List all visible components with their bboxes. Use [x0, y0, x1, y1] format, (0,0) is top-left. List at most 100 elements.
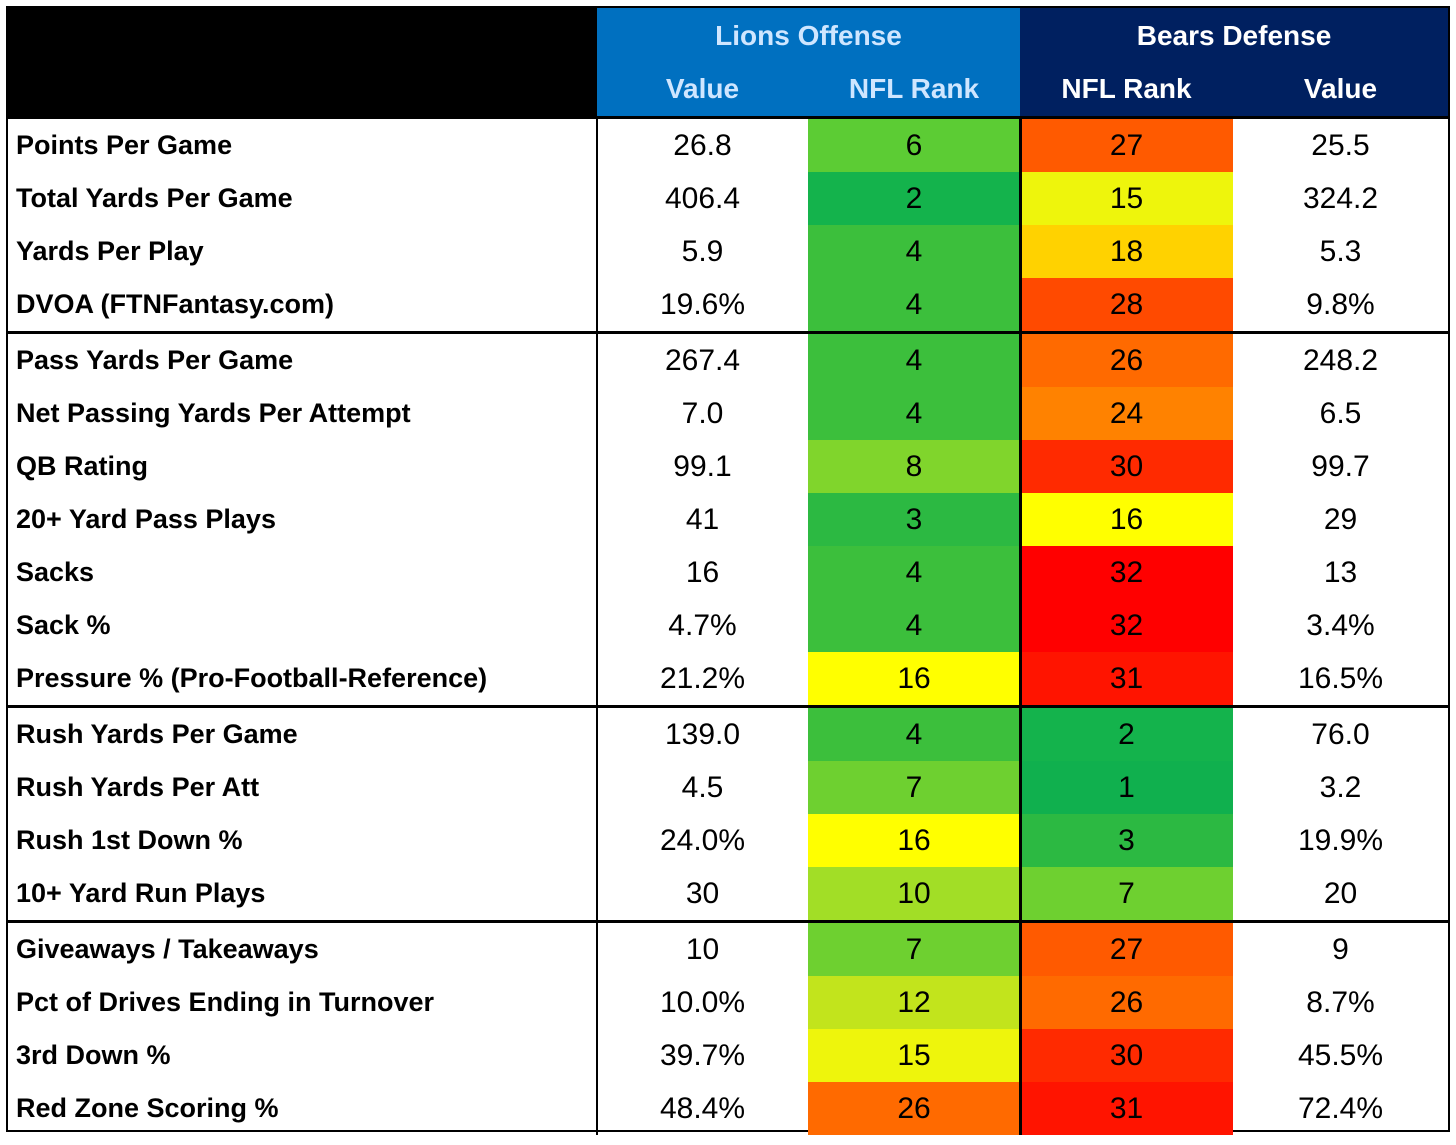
- rank-cell: 31: [1020, 1082, 1233, 1135]
- rank-cell: 4: [808, 708, 1020, 761]
- value-cell: 9.8%: [1306, 287, 1375, 321]
- stats-table: Lions Offense Bears Defense Value NFL Rank N…: [6, 6, 1450, 1135]
- value-cell: 7.0: [681, 396, 724, 430]
- value-cell: 5.9: [681, 234, 724, 268]
- divider: [8, 116, 1448, 119]
- value-cell: 76.0: [1311, 717, 1370, 751]
- value-cell: 267.4: [664, 343, 741, 377]
- value-cell: 16.5%: [1297, 661, 1384, 695]
- row-label: Sack %: [16, 610, 111, 640]
- rank-cell: 15: [1020, 172, 1233, 225]
- rank-cell: 1: [1020, 761, 1233, 814]
- row-label: DVOA (FTNFantasy.com): [16, 289, 335, 319]
- value-cell: 99.1: [673, 449, 732, 483]
- rank-cell: 6: [808, 119, 1020, 172]
- value-cell: 3.4%: [1306, 608, 1375, 642]
- row-label: QB Rating: [16, 451, 148, 481]
- rank-cell: 16: [808, 652, 1020, 705]
- column-header: NFL Rank: [808, 62, 1020, 116]
- value-cell: 248.2: [1302, 343, 1379, 377]
- rank-cell: 31: [1020, 652, 1233, 705]
- rank-cell: 4: [808, 546, 1020, 599]
- value-cell: 48.4%: [659, 1091, 746, 1125]
- column-divider: [1019, 334, 1022, 705]
- value-cell: 25.5: [1311, 128, 1370, 162]
- row-label: Rush Yards Per Game: [16, 719, 298, 749]
- row-label: Net Passing Yards Per Attempt: [16, 398, 411, 428]
- column-divider: [596, 334, 598, 705]
- value-cell: 4.7%: [668, 608, 737, 642]
- rank-cell: 30: [1020, 1029, 1233, 1082]
- value-cell: 4.5: [681, 770, 724, 804]
- row-label: 20+ Yard Pass Plays: [16, 504, 276, 534]
- value-cell: 20: [1323, 876, 1358, 910]
- column-header: Value: [597, 62, 808, 116]
- rank-cell: 16: [808, 814, 1020, 867]
- value-cell: 72.4%: [1297, 1091, 1384, 1125]
- divider: [8, 920, 1448, 923]
- rank-cell: 27: [1020, 119, 1233, 172]
- column-divider: [596, 923, 598, 1135]
- rank-cell: 10: [808, 867, 1020, 920]
- rank-cell: 26: [808, 1082, 1020, 1135]
- row-label: Yards Per Play: [16, 236, 204, 266]
- value-cell: 139.0: [664, 717, 741, 751]
- row-label: Total Yards Per Game: [16, 183, 293, 213]
- value-cell: 30: [685, 876, 720, 910]
- value-cell: 6.5: [1319, 396, 1362, 430]
- rank-cell: 15: [808, 1029, 1020, 1082]
- column-header: NFL Rank: [1020, 62, 1233, 116]
- row-label: Red Zone Scoring %: [16, 1093, 279, 1123]
- row-label: Pressure % (Pro-Football-Reference): [16, 663, 488, 693]
- rank-cell: 7: [808, 761, 1020, 814]
- rank-cell: 4: [808, 334, 1020, 387]
- rank-cell: 24: [1020, 387, 1233, 440]
- value-cell: 41: [685, 502, 720, 536]
- value-cell: 99.7: [1311, 449, 1370, 483]
- rank-cell: 3: [808, 493, 1020, 546]
- value-cell: 29: [1323, 502, 1358, 536]
- value-cell: 45.5%: [1297, 1038, 1384, 1072]
- group-header: Lions Offense: [597, 8, 1020, 64]
- column-divider: [1019, 708, 1022, 920]
- rank-cell: 7: [808, 923, 1020, 976]
- row-label: 3rd Down %: [16, 1040, 171, 1070]
- divider: [8, 705, 1448, 708]
- column-divider: [596, 119, 598, 331]
- divider: [8, 331, 1448, 334]
- rank-cell: 26: [1020, 334, 1233, 387]
- value-cell: 406.4: [664, 181, 741, 215]
- group-header: Bears Defense: [1020, 8, 1448, 64]
- value-cell: 39.7%: [659, 1038, 746, 1072]
- value-cell: 19.6%: [659, 287, 746, 321]
- row-label: Rush 1st Down %: [16, 825, 243, 855]
- rank-cell: 8: [808, 440, 1020, 493]
- rank-cell: 7: [1020, 867, 1233, 920]
- value-cell: 16: [685, 555, 720, 589]
- rank-cell: 4: [808, 387, 1020, 440]
- value-cell: 26.8: [673, 128, 732, 162]
- column-header: Value: [1233, 62, 1448, 116]
- rank-cell: 32: [1020, 599, 1233, 652]
- value-cell: 21.2%: [659, 661, 746, 695]
- value-cell: 8.7%: [1306, 985, 1375, 1019]
- rank-cell: 27: [1020, 923, 1233, 976]
- rank-cell: 28: [1020, 278, 1233, 331]
- rank-cell: 2: [1020, 708, 1233, 761]
- value-cell: 10: [685, 932, 720, 966]
- rank-cell: 4: [808, 278, 1020, 331]
- rank-cell: 16: [1020, 493, 1233, 546]
- row-label: Rush Yards Per Att: [16, 772, 260, 802]
- rank-cell: 18: [1020, 225, 1233, 278]
- row-label: Giveaways / Takeaways: [16, 934, 319, 964]
- column-divider: [1019, 119, 1022, 331]
- column-divider: [596, 708, 598, 920]
- row-label: Pct of Drives Ending in Turnover: [16, 987, 435, 1017]
- rank-cell: 3: [1020, 814, 1233, 867]
- header-blank: [8, 8, 597, 116]
- column-divider: [1019, 923, 1022, 1135]
- rank-cell: 4: [808, 225, 1020, 278]
- rank-cell: 2: [808, 172, 1020, 225]
- rank-cell: 12: [808, 976, 1020, 1029]
- value-cell: 5.3: [1319, 234, 1362, 268]
